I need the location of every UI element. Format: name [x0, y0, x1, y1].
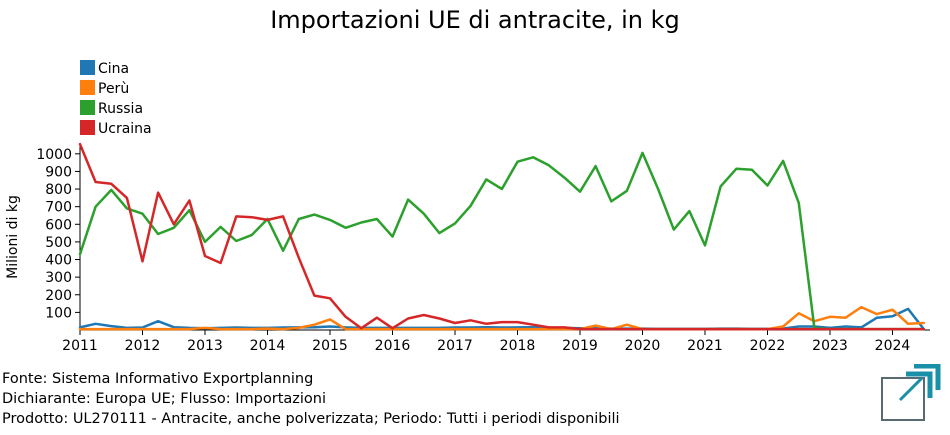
x-tick-label: 2015	[312, 338, 348, 354]
footer-declarant: Dichiarante: Europa UE; Flusso: Importaz…	[2, 391, 327, 407]
footer-product: Prodotto: UL270111 - Antracite, anche po…	[2, 411, 620, 427]
x-tick-label: 2020	[625, 338, 661, 354]
series-line-cina	[78, 307, 926, 331]
series-line-russia	[78, 151, 926, 331]
legend-label: Russia	[98, 101, 143, 117]
x-tick-label: 2011	[62, 338, 98, 354]
legend-label: Cina	[98, 61, 129, 77]
y-tick-label: 800	[45, 182, 72, 198]
x-tick-label: 2021	[687, 338, 723, 354]
x-tick-label: 2016	[375, 338, 411, 354]
exportplanning-logo-icon	[881, 364, 941, 421]
legend: Cina Perù Russia Ucraina	[80, 60, 152, 137]
series-group	[78, 142, 926, 331]
legend-swatch	[80, 120, 95, 135]
x-tick-label: 2014	[250, 338, 286, 354]
y-tick-label: 600	[45, 217, 72, 233]
y-tick-label: 200	[45, 288, 72, 304]
chart-title: Importazioni UE di antracite, in kg	[270, 6, 680, 34]
legend-label: Perù	[98, 81, 129, 97]
series-line-per-	[78, 305, 926, 331]
legend-swatch	[80, 60, 95, 75]
y-tick-label: 700	[45, 200, 72, 216]
x-tick-label: 2012	[125, 338, 161, 354]
y-tick-label: 1000	[36, 147, 72, 163]
x-tick-label: 2019	[562, 338, 598, 354]
x-tick-label: 2023	[812, 338, 848, 354]
y-tick-label: 100	[45, 305, 72, 321]
y-tick-label: 900	[45, 164, 72, 180]
x-tick-label: 2018	[500, 338, 536, 354]
series-line-ucraina	[78, 142, 926, 331]
x-tick-label: 2017	[437, 338, 473, 354]
x-tick-label: 2022	[750, 338, 786, 354]
y-axis-label: Milioni di kg	[5, 195, 21, 279]
y-tick-label: 500	[45, 235, 72, 251]
y-tick-label: 300	[45, 270, 72, 286]
x-tick-label: 2013	[187, 338, 223, 354]
y-tick-label: 400	[45, 253, 72, 269]
footer-source: Fonte: Sistema Informativo Exportplannin…	[2, 371, 314, 387]
x-tick-label: 2024	[875, 338, 911, 354]
legend-label: Ucraina	[98, 121, 152, 137]
legend-swatch	[80, 100, 95, 115]
legend-swatch	[80, 80, 95, 95]
